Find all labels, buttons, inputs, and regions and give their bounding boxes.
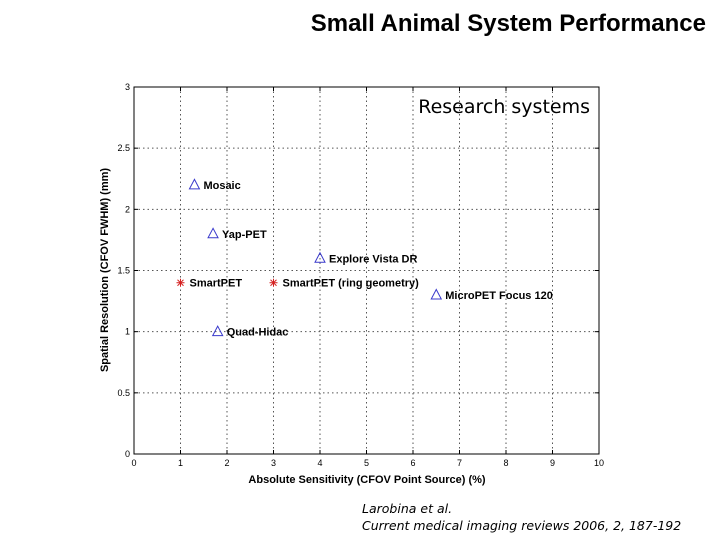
y-tick-label: 3: [125, 82, 130, 92]
point-label: MicroPET Focus 120: [445, 290, 553, 302]
data-point: SmartPET: [176, 278, 243, 290]
x-axis-label: Absolute Sensitivity (CFOV Point Source)…: [248, 474, 485, 486]
x-tick-label: 5: [364, 458, 369, 468]
citation-authors: Larobina et al.: [362, 501, 453, 516]
data-point: MicroPET Focus 120: [430, 288, 553, 302]
point-label: Explore Vista DR: [329, 253, 417, 265]
y-tick-labels: 0 0.5 1 1.5 2 2.5 3: [117, 82, 130, 459]
data-points: Mosaic Yap-PET Explore Vista DR SmartPET Sma…: [176, 178, 553, 339]
star-stroke: [177, 279, 184, 287]
x-tick-label: 3: [271, 458, 276, 468]
point-label: SmartPET (ring geometry): [283, 278, 420, 290]
star-marker: [176, 278, 185, 287]
triangle-marker: [211, 325, 224, 337]
point-label: Yap-PET: [222, 229, 267, 241]
y-axis-label: Spatial Resolution (CFOV FWHM) (mm): [99, 168, 111, 372]
x-tick-labels: 0 1 2 3 4 5 6 7 8 9 10: [131, 458, 604, 468]
point-label: Quad-Hidac: [227, 327, 289, 339]
y-tick-label: 0.5: [117, 388, 130, 398]
citation: Larobina et al. Current medical imaging …: [362, 500, 681, 534]
point-label: Mosaic: [203, 180, 240, 192]
x-tick-label: 0: [131, 458, 136, 468]
x-tick-label: 6: [410, 458, 415, 468]
x-tick-label: 8: [503, 458, 508, 468]
x-tick-label: 1: [178, 458, 183, 468]
y-tick-label: 2.5: [117, 143, 130, 153]
data-point: SmartPET (ring geometry): [269, 278, 420, 290]
y-tick-label: 1.5: [117, 266, 130, 276]
triangle-marker: [207, 227, 219, 239]
star-marker: [269, 278, 278, 287]
inset-label: Research systems: [418, 96, 590, 118]
triangle-marker: [314, 251, 326, 263]
x-tick-label: 7: [457, 458, 462, 468]
data-point: Mosaic: [188, 178, 241, 192]
x-tick-label: 9: [550, 458, 555, 468]
axis-ticks: [133, 86, 600, 455]
y-tick-label: 0: [125, 449, 130, 459]
data-point: Yap-PET: [207, 227, 267, 241]
y-tick-label: 2: [125, 204, 130, 214]
citation-journal: Current medical imaging reviews 2006, 2,…: [362, 518, 682, 533]
slide-title: Small Animal System Performance: [310, 10, 706, 37]
data-point: Quad-Hidac: [211, 325, 289, 339]
grid-lines: [134, 87, 599, 454]
point-label: SmartPET: [190, 278, 243, 290]
y-tick-label: 1: [125, 327, 130, 337]
data-point: Explore Vista DR: [314, 251, 417, 265]
star-stroke: [270, 279, 277, 287]
triangle-marker: [430, 288, 443, 300]
triangle-marker: [188, 178, 201, 190]
x-tick-label: 4: [317, 458, 322, 468]
x-tick-label: 2: [224, 458, 229, 468]
x-tick-label: 10: [594, 458, 604, 468]
